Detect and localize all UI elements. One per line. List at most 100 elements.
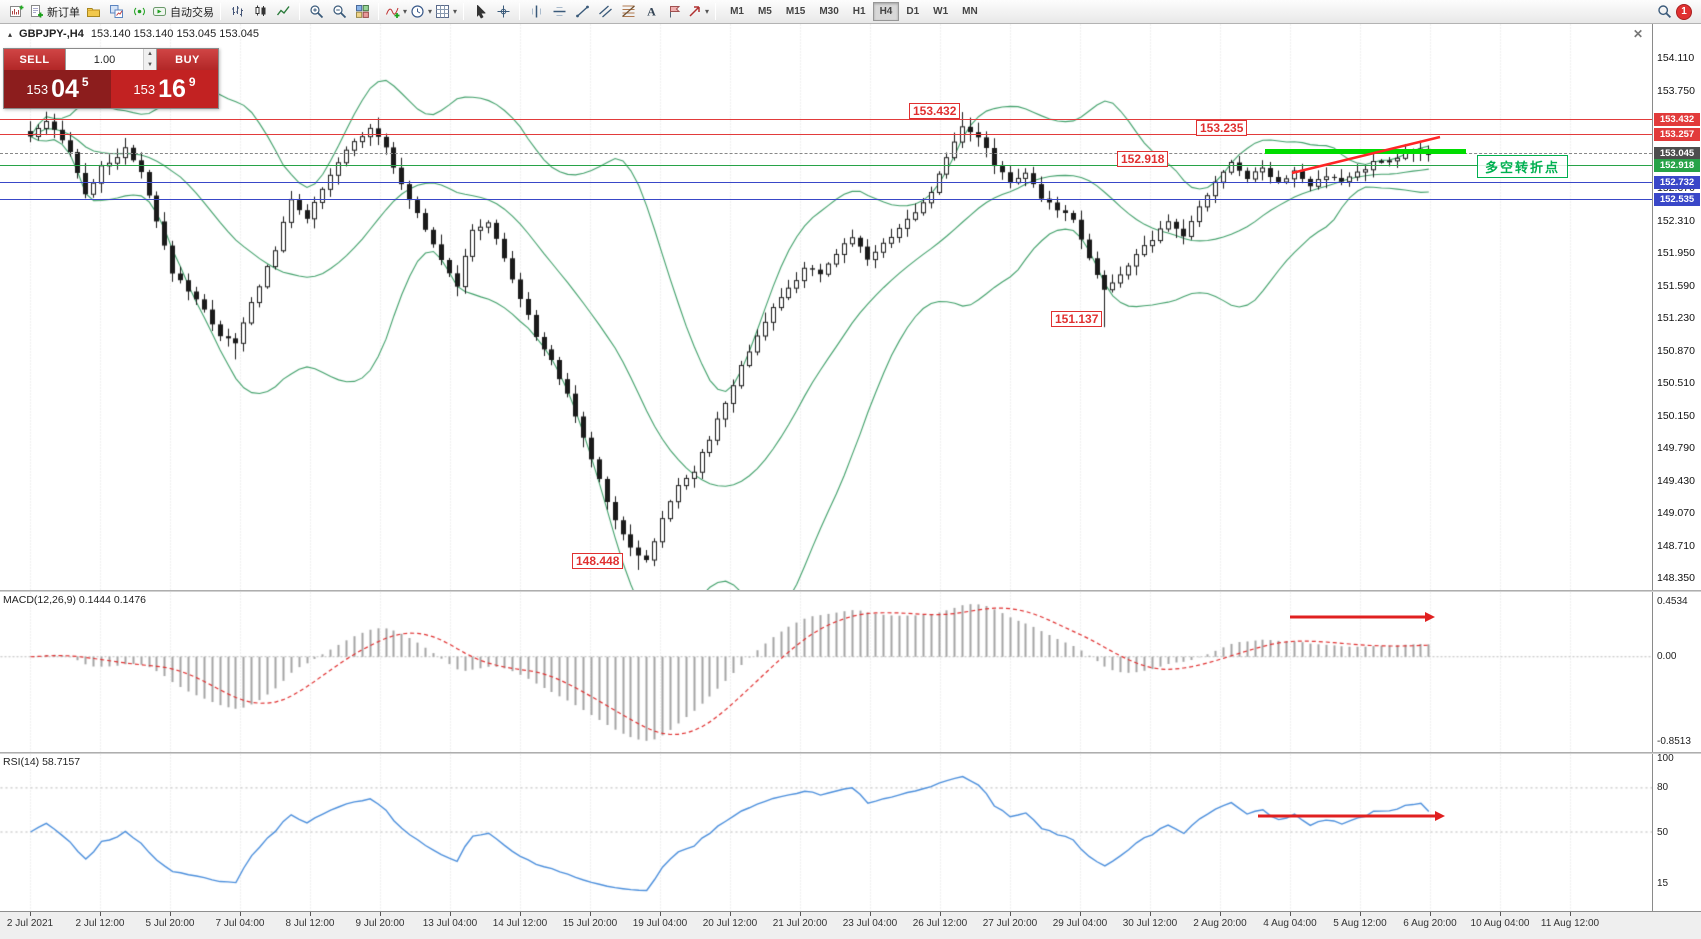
line-chart-button[interactable] — [272, 1, 294, 22]
timeframe-m15-button[interactable]: M15 — [779, 2, 812, 21]
price-level-line-153.045[interactable] — [0, 153, 1652, 154]
label-button[interactable] — [663, 1, 685, 22]
toolbar-separator — [463, 3, 465, 20]
macd-header: MACD(12,26,9) 0.1444 0.1476 — [3, 594, 147, 606]
periods-button[interactable]: ▾ — [409, 1, 433, 22]
axis-price-tag-152.918: 152.918 — [1654, 159, 1700, 172]
signals-button[interactable] — [128, 1, 150, 22]
price-callout-153.432[interactable]: 153.432 — [909, 103, 961, 119]
time-axis-tick — [660, 912, 661, 916]
templates-icon — [435, 4, 450, 19]
time-axis-label: 8 Jul 12:00 — [285, 918, 335, 929]
timeframe-d1-button[interactable]: D1 — [899, 2, 926, 21]
new-order-icon — [29, 4, 44, 19]
timeframe-m1-button[interactable]: M1 — [723, 2, 751, 21]
zoom-out-button[interactable] — [328, 1, 350, 22]
trendline-icon — [575, 4, 590, 19]
price-level-line-152.918[interactable] — [0, 165, 1652, 166]
time-axis-tick — [100, 912, 101, 916]
new-chart-button[interactable] — [5, 1, 27, 22]
charts-button[interactable] — [105, 1, 127, 22]
price-level-line-152.732[interactable] — [0, 182, 1652, 183]
time-axis-tick — [1500, 912, 1501, 916]
bid-whole: 153 — [26, 81, 49, 97]
bars-button[interactable] — [226, 1, 248, 22]
timeframe-h4-button[interactable]: H4 — [872, 2, 900, 21]
trendline-button[interactable] — [571, 1, 593, 22]
price-callout-153.235[interactable]: 153.235 — [1196, 120, 1248, 136]
panel-splitter[interactable] — [0, 752, 1701, 754]
price-level-line-153.257[interactable] — [0, 134, 1652, 135]
vertical-line-icon — [529, 4, 544, 19]
text-button[interactable]: A — [640, 1, 662, 22]
vertical-line-button[interactable] — [525, 1, 547, 22]
timeframe-m30-button[interactable]: M30 — [812, 2, 845, 21]
arrows-button[interactable]: ▾ — [686, 1, 710, 22]
search-icon — [1657, 4, 1672, 19]
collapse-toggle-icon[interactable]: ▴ — [8, 29, 13, 39]
label-icon — [667, 4, 682, 19]
time-axis-label: 9 Jul 20:00 — [355, 918, 405, 929]
time-axis-label: 29 Jul 04:00 — [1052, 918, 1108, 929]
volume-increase-button[interactable]: ▲ — [144, 49, 156, 60]
line-chart-icon — [276, 4, 291, 19]
time-axis-tick — [1220, 912, 1221, 916]
profiles-button[interactable] — [82, 1, 104, 22]
zoom-in-button[interactable] — [305, 1, 327, 22]
quote-ohlc: 153.140 153.140 153.045 153.045 — [90, 28, 260, 40]
tile-windows-button[interactable] — [351, 1, 373, 22]
crosshair-icon — [496, 4, 511, 19]
volume-decrease-button[interactable]: ▼ — [144, 59, 156, 70]
chart-close-button[interactable]: ✕ — [1632, 27, 1644, 41]
notification-badge[interactable]: 1 — [1676, 3, 1692, 20]
panel-splitter[interactable] — [0, 590, 1701, 592]
timeframe-mn-button[interactable]: MN — [955, 2, 985, 21]
ask-pipette: 9 — [188, 75, 196, 89]
rsi-panel-canvas[interactable] — [0, 754, 1652, 911]
time-axis-label: 2 Jul 12:00 — [75, 918, 125, 929]
price-axis-tick: 148.350 — [1657, 572, 1695, 585]
price-level-line-153.432[interactable] — [0, 119, 1652, 120]
crosshair-button[interactable] — [492, 1, 514, 22]
sell-button[interactable]: SELL — [4, 49, 65, 70]
price-axis-tick: 152.310 — [1657, 214, 1695, 227]
arrows-icon — [687, 4, 702, 19]
fibonacci-button[interactable] — [617, 1, 639, 22]
price-callout-152.918[interactable]: 152.918 — [1117, 151, 1169, 167]
cursor-button[interactable] — [469, 1, 491, 22]
price-axis-tick: 151.230 — [1657, 312, 1695, 325]
price-chart-canvas[interactable] — [0, 24, 1652, 590]
timeframe-w1-button[interactable]: W1 — [926, 2, 955, 21]
trend-highlight-bar[interactable] — [1265, 149, 1466, 154]
search-button[interactable] — [1653, 1, 1675, 22]
templates-button[interactable]: ▾ — [434, 1, 458, 22]
buy-button[interactable]: BUY — [157, 49, 218, 70]
chart-annotation[interactable]: 多空转折点 — [1477, 155, 1569, 178]
dropdown-caret-icon: ▾ — [453, 6, 458, 16]
time-axis-tick — [1150, 912, 1151, 916]
bid-price[interactable]: 153 04 5 — [4, 70, 111, 108]
autotrading-button[interactable]: 自动交易 — [151, 1, 215, 22]
dropdown-caret-icon: ▾ — [428, 6, 433, 16]
price-callout-148.448[interactable]: 148.448 — [572, 553, 624, 569]
time-axis-label: 14 Jul 12:00 — [492, 918, 548, 929]
timeframe-h1-button[interactable]: H1 — [846, 2, 873, 21]
timeframe-m5-button[interactable]: M5 — [751, 2, 779, 21]
horizontal-line-button[interactable] — [548, 1, 570, 22]
price-callout-151.137[interactable]: 151.137 — [1051, 311, 1103, 327]
price-axis[interactable]: 153.432 153.257 153.045 152.918 152.732 152.5… — [1652, 24, 1701, 911]
volume-input[interactable] — [66, 49, 143, 70]
price-level-line-152.535[interactable] — [0, 199, 1652, 200]
chart-title: ▴ GBPJPY-,H4 153.140 153.140 153.045 153… — [8, 28, 259, 40]
indicators-button[interactable]: ▾ — [384, 1, 408, 22]
macd-panel-canvas[interactable] — [0, 592, 1652, 752]
time-axis[interactable]: 2 Jul 2021 2 Jul 12:00 5 Jul 20:00 7 Jul 04… — [0, 911, 1701, 939]
rsi-header: RSI(14) 58.7157 — [3, 756, 81, 768]
candles-button[interactable] — [249, 1, 271, 22]
svg-text:A: A — [647, 5, 656, 19]
channel-button[interactable] — [594, 1, 616, 22]
new-order-button[interactable]: 新订单 — [28, 1, 81, 22]
ask-price[interactable]: 153 16 9 — [111, 70, 218, 108]
time-axis-label: 5 Jul 20:00 — [145, 918, 195, 929]
toolbar-separator — [220, 3, 221, 20]
